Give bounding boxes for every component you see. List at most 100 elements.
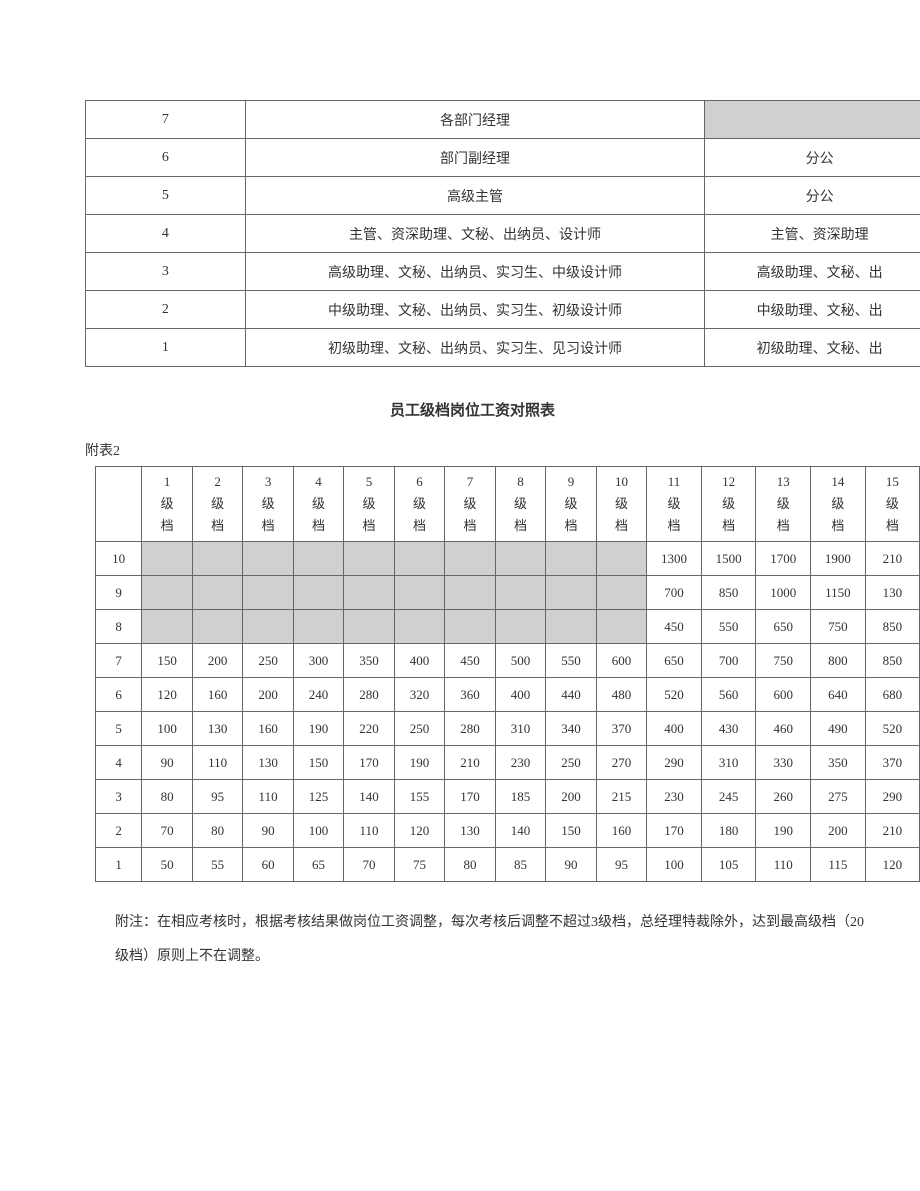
salary-cell: 70 xyxy=(344,848,394,882)
salary-cell: 220 xyxy=(344,712,394,746)
salary-cell xyxy=(243,610,293,644)
position-cell: 高级主管 xyxy=(245,177,704,215)
table-row: 4主管、资深助理、文秘、出纳员、设计师主管、资深助理 xyxy=(86,215,920,253)
salary-cell: 180 xyxy=(701,814,756,848)
grade-header: 9级档 xyxy=(546,467,596,542)
salary-cell: 185 xyxy=(495,780,545,814)
salary-cell: 450 xyxy=(445,644,495,678)
level-cell: 1 xyxy=(86,329,246,367)
position-cell: 主管、资深助理、文秘、出纳员、设计师 xyxy=(245,215,704,253)
salary-cell: 600 xyxy=(596,644,646,678)
salary-cell: 170 xyxy=(647,814,702,848)
branch-cell: 主管、资深助理 xyxy=(705,215,920,253)
salary-cell: 215 xyxy=(596,780,646,814)
level-cell: 4 xyxy=(86,215,246,253)
salary-cell: 650 xyxy=(756,610,811,644)
salary-cell: 130 xyxy=(445,814,495,848)
salary-cell xyxy=(445,610,495,644)
salary-cell: 190 xyxy=(394,746,444,780)
salary-cell: 310 xyxy=(701,746,756,780)
salary-cell xyxy=(546,576,596,610)
salary-cell: 210 xyxy=(445,746,495,780)
footnote: 附注：在相应考核时，根据考核结果做岗位工资调整，每次考核后调整不超过3级档，总经… xyxy=(115,906,875,973)
salary-cell: 275 xyxy=(811,780,866,814)
salary-cell: 200 xyxy=(192,644,242,678)
salary-cell: 1300 xyxy=(647,542,702,576)
grade-header: 1级档 xyxy=(142,467,192,542)
grade-header: 11级档 xyxy=(647,467,702,542)
table-row: 970085010001150130 xyxy=(96,576,920,610)
salary-cell: 80 xyxy=(142,780,192,814)
salary-cell xyxy=(596,542,646,576)
salary-cell: 340 xyxy=(546,712,596,746)
branch-cell: 分公 xyxy=(705,139,920,177)
salary-cell: 200 xyxy=(546,780,596,814)
grade-header: 3级档 xyxy=(243,467,293,542)
salary-cell: 105 xyxy=(701,848,756,882)
salary-cell: 130 xyxy=(192,712,242,746)
salary-cell: 640 xyxy=(811,678,866,712)
salary-cell xyxy=(243,576,293,610)
salary-cell xyxy=(192,610,242,644)
salary-cell: 850 xyxy=(865,644,919,678)
salary-cell: 140 xyxy=(344,780,394,814)
salary-cell: 1500 xyxy=(701,542,756,576)
salary-cell: 680 xyxy=(865,678,919,712)
grade-header: 6级档 xyxy=(394,467,444,542)
salary-cell xyxy=(293,610,343,644)
salary-cell: 520 xyxy=(647,678,702,712)
salary-cell: 190 xyxy=(293,712,343,746)
row-label: 2 xyxy=(96,814,142,848)
salary-cell: 310 xyxy=(495,712,545,746)
grade-header: 14级档 xyxy=(811,467,866,542)
salary-cell: 110 xyxy=(243,780,293,814)
salary-cell: 125 xyxy=(293,780,343,814)
position-cell: 部门副经理 xyxy=(245,139,704,177)
salary-cell: 320 xyxy=(394,678,444,712)
salary-cell xyxy=(495,542,545,576)
salary-cell: 560 xyxy=(701,678,756,712)
row-label: 6 xyxy=(96,678,142,712)
table-row: 3高级助理、文秘、出纳员、实习生、中级设计师高级助理、文秘、出 xyxy=(86,253,920,291)
salary-cell: 160 xyxy=(596,814,646,848)
salary-cell: 490 xyxy=(811,712,866,746)
salary-cell: 90 xyxy=(546,848,596,882)
salary-cell: 160 xyxy=(192,678,242,712)
salary-cell xyxy=(344,610,394,644)
salary-cell: 245 xyxy=(701,780,756,814)
position-level-table: 7各部门经理6部门副经理分公5高级主管分公4主管、资深助理、文秘、出纳员、设计师… xyxy=(85,100,920,367)
salary-cell: 850 xyxy=(701,576,756,610)
salary-cell: 750 xyxy=(756,644,811,678)
salary-cell: 370 xyxy=(596,712,646,746)
salary-cell: 300 xyxy=(293,644,343,678)
salary-cell: 1900 xyxy=(811,542,866,576)
salary-cell xyxy=(445,542,495,576)
table-row: 7150200250300350400450500550600650700750… xyxy=(96,644,920,678)
salary-cell: 650 xyxy=(647,644,702,678)
table-row: 5100130160190220250280310340370400430460… xyxy=(96,712,920,746)
salary-cell: 200 xyxy=(243,678,293,712)
salary-cell: 270 xyxy=(596,746,646,780)
appendix-label: 附表2 xyxy=(85,440,920,460)
salary-cell: 400 xyxy=(495,678,545,712)
table-row: 2708090100110120130140150160170180190200… xyxy=(96,814,920,848)
table-row: 8450550650750850 xyxy=(96,610,920,644)
salary-cell: 65 xyxy=(293,848,343,882)
salary-cell: 85 xyxy=(495,848,545,882)
level-cell: 7 xyxy=(86,101,246,139)
salary-cell: 210 xyxy=(865,814,919,848)
salary-cell: 160 xyxy=(243,712,293,746)
table-row: 7各部门经理 xyxy=(86,101,920,139)
table-row: 6120160200240280320360400440480520560600… xyxy=(96,678,920,712)
salary-cell: 70 xyxy=(142,814,192,848)
salary-cell xyxy=(142,610,192,644)
salary-cell xyxy=(546,610,596,644)
salary-cell: 750 xyxy=(811,610,866,644)
salary-cell: 120 xyxy=(142,678,192,712)
row-label: 8 xyxy=(96,610,142,644)
salary-cell: 480 xyxy=(596,678,646,712)
salary-cell: 370 xyxy=(865,746,919,780)
grade-header: 13级档 xyxy=(756,467,811,542)
salary-cell xyxy=(394,610,444,644)
grade-header: 12级档 xyxy=(701,467,756,542)
